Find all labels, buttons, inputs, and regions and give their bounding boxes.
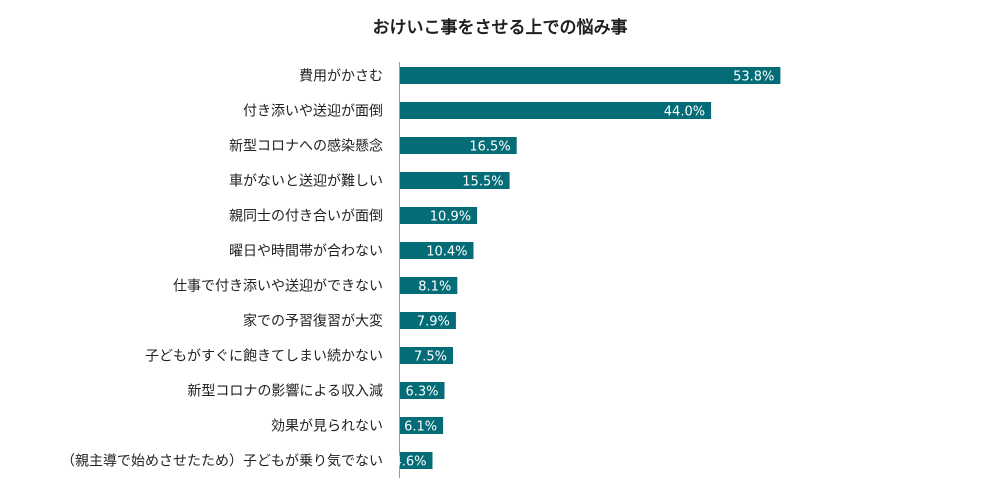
- bar-12: [400, 452, 433, 469]
- bar-2: [400, 102, 712, 119]
- value-label-1: 53.8%: [733, 70, 774, 85]
- bars-group: [400, 67, 781, 469]
- value-label-8: 7.9%: [417, 315, 450, 330]
- bar-6: [400, 242, 474, 259]
- category-label-9: 子どもがすぐに飽きてしまい続かない: [145, 348, 383, 365]
- value-label-3: 16.5%: [469, 140, 510, 155]
- value-label-4: 15.5%: [462, 175, 503, 190]
- category-label-7: 仕事で付き添いや送迎ができない: [173, 279, 383, 295]
- category-label-6: 曜日や時間帯が合わない: [229, 244, 383, 260]
- category-label-4: 車がないと送迎が難しい: [229, 173, 383, 190]
- value-labels: 53.8% 44.0% 16.5% 15.5% 10.9% 10.4% 8.1% 7.9% 7.…: [393, 70, 774, 470]
- value-label-12: 4.6%: [393, 455, 426, 470]
- category-label-11: 効果が見られない: [271, 419, 383, 435]
- bar-10: [400, 382, 445, 399]
- category-label-1: 費用がかさむ: [299, 69, 383, 85]
- bar-3: [400, 137, 517, 154]
- bar-9: [400, 347, 453, 364]
- value-label-5: 10.9%: [430, 210, 471, 225]
- value-label-7: 8.1%: [418, 280, 451, 295]
- value-label-9: 7.5%: [414, 350, 447, 365]
- value-label-11: 6.1%: [404, 420, 437, 435]
- bar-4: [400, 172, 510, 189]
- category-label-5: 親同士の付き合いが面倒: [229, 209, 383, 225]
- category-label-8: 家での予習復習が大変: [243, 313, 383, 330]
- bar-1: [400, 67, 781, 84]
- bar-11: [400, 417, 444, 434]
- bar-8: [400, 312, 456, 329]
- value-label-6: 10.4%: [426, 245, 467, 260]
- value-label-2: 44.0%: [664, 105, 705, 120]
- chart-title: おけいこ事をさせる上での悩み事: [373, 17, 628, 38]
- category-label-2: 付き添いや送迎が面倒: [243, 104, 383, 120]
- category-label-3: 新型コロナへの感染懸念: [229, 138, 383, 155]
- category-labels: 費用がかさむ付き添いや送迎が面倒新型コロナへの感染懸念車がないと送迎が難しい親同…: [61, 69, 383, 470]
- category-label-12: （親主導で始めさせたため）子どもが乗り気でない: [61, 454, 383, 470]
- bar-5: [400, 207, 478, 224]
- category-label-10: 新型コロナの影響による収入減: [187, 383, 383, 400]
- value-label-10: 6.3%: [405, 385, 438, 400]
- bar-7: [400, 277, 458, 294]
